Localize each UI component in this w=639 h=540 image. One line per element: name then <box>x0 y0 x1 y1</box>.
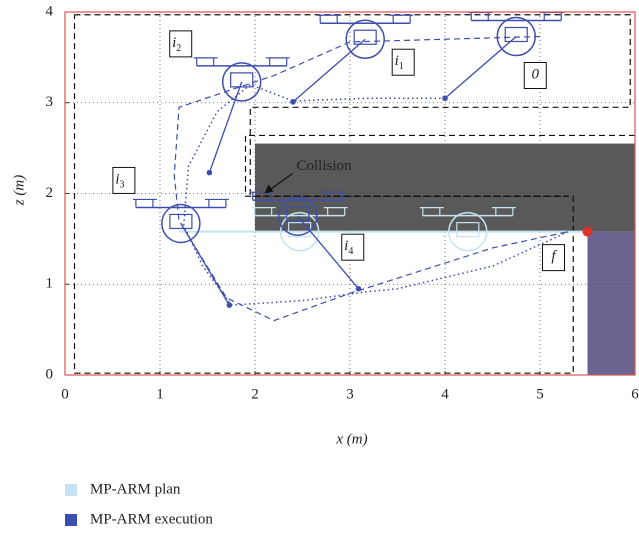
load <box>442 95 448 101</box>
x-tick-label: 3 <box>346 386 354 402</box>
label-sub: 1 <box>399 62 404 73</box>
y-tick-label: 2 <box>46 185 54 201</box>
y-axis-label: z (m) <box>11 175 27 206</box>
x-tick-label: 0 <box>61 386 69 402</box>
drone-body <box>505 28 527 42</box>
x-axis-label: x (m) <box>335 431 367 447</box>
x-tick-label: 5 <box>536 386 544 402</box>
tether <box>445 37 516 99</box>
load <box>356 286 362 292</box>
drone-body <box>170 214 192 228</box>
load <box>290 99 296 105</box>
load <box>227 302 233 308</box>
tether <box>209 82 241 173</box>
label-sub: 3 <box>119 180 124 191</box>
load <box>207 170 213 176</box>
legend-label: MP-ARM plan <box>90 481 181 497</box>
goal-point <box>583 227 593 237</box>
drone <box>468 13 564 56</box>
drone <box>194 58 290 101</box>
x-tick-label: 2 <box>251 386 259 402</box>
legend-swatch <box>65 484 77 496</box>
y-tick-label: 3 <box>46 94 54 110</box>
label-main: 0 <box>532 67 540 83</box>
x-tick-label: 4 <box>441 386 449 402</box>
x-tick-label: 1 <box>156 386 164 402</box>
y-tick-label: 4 <box>46 3 54 19</box>
label-sub: 4 <box>348 246 353 257</box>
annotation-text: Collision <box>297 158 353 174</box>
y-tick-label: 0 <box>46 366 54 382</box>
drone <box>133 199 229 242</box>
obstacle <box>588 232 636 375</box>
chart: x (m) z (m) 0123456012340i1i2i3i4fCollis… <box>0 0 639 535</box>
legend-label: MP-ARM execution <box>90 511 213 527</box>
tether <box>181 223 229 305</box>
tether <box>293 39 365 102</box>
x-tick-label: 6 <box>631 386 639 402</box>
label: 0 <box>532 67 540 83</box>
y-tick-label: 1 <box>46 276 54 292</box>
legend-swatch <box>65 514 77 526</box>
label-sub: 2 <box>176 43 181 54</box>
